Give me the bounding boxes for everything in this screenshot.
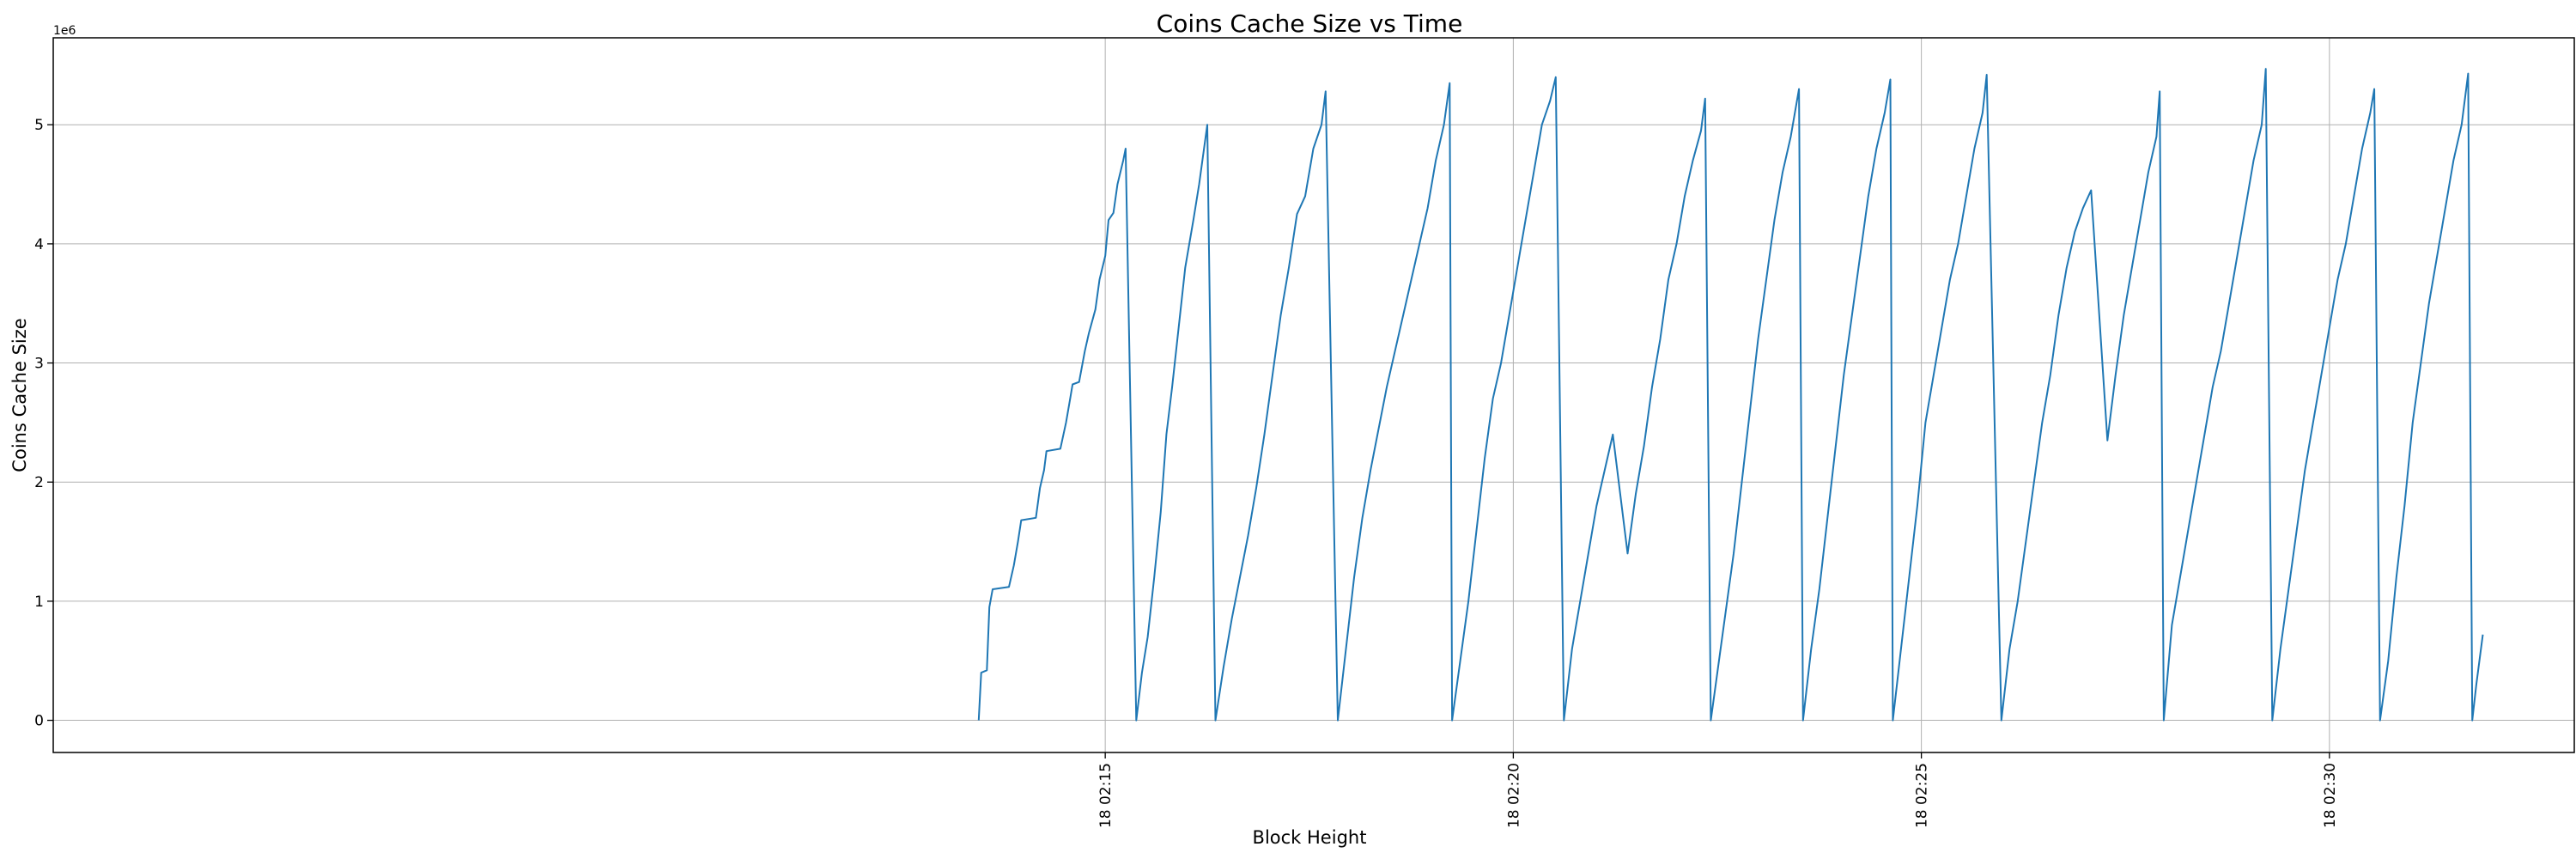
y-tick-label: 2 (34, 474, 44, 491)
y-tick-label: 0 (34, 713, 44, 730)
y-offset-label: 1e6 (53, 24, 76, 38)
x-axis-ticks: 18 02:15 18 02:20 18 02:25 18 02:30 (1097, 752, 2339, 828)
grid-lines (53, 38, 2574, 752)
x-tick-label: 18 02:15 (1097, 763, 1115, 828)
x-tick-label: 18 02:25 (1914, 763, 1931, 828)
y-tick-label: 5 (34, 117, 44, 134)
y-tick-label: 4 (34, 236, 44, 253)
y-tick-label: 1 (34, 594, 44, 611)
y-axis-label: Coins Cache Size (9, 318, 30, 472)
series-line (977, 68, 2484, 722)
series-layer (977, 68, 2484, 722)
plot-frame (52, 37, 2575, 753)
y-tick-label: 3 (34, 356, 44, 373)
x-tick-label: 18 02:20 (1505, 763, 1522, 828)
chart-title: Coins Cache Size vs Time (1157, 9, 1463, 38)
x-axis-label: Block Height (1253, 827, 1367, 848)
x-tick-label: 18 02:30 (2322, 763, 2339, 828)
y-axis-ticks: 0 1 2 3 4 5 (34, 117, 53, 730)
